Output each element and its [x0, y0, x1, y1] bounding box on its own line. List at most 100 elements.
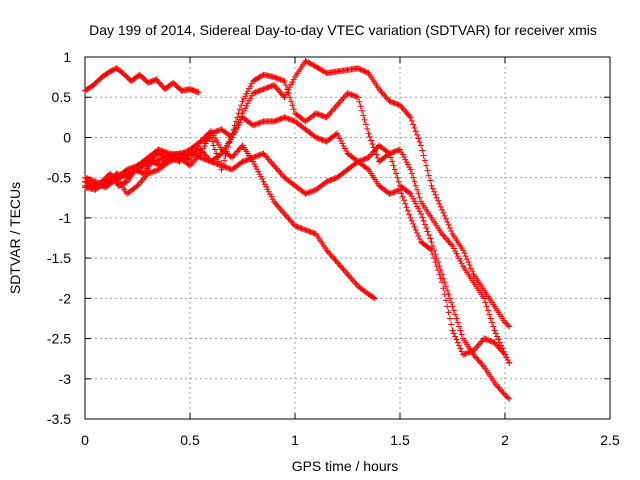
data-point	[313, 110, 319, 117]
data-point	[116, 174, 123, 181]
data-point	[85, 176, 92, 183]
data-point	[209, 159, 216, 166]
data-point	[398, 190, 405, 197]
data-point	[236, 106, 243, 113]
data-point	[456, 323, 463, 330]
data-point	[337, 263, 344, 270]
data-point	[416, 236, 423, 243]
data-point	[458, 348, 465, 355]
data-series	[82, 58, 513, 402]
data-point	[91, 178, 98, 185]
data-point	[253, 166, 260, 173]
data-point	[252, 89, 259, 96]
data-point	[188, 149, 195, 156]
data-point	[117, 174, 124, 181]
data-point	[148, 169, 155, 176]
data-point	[288, 218, 295, 225]
data-point	[274, 203, 281, 210]
data-point	[326, 177, 333, 184]
data-point	[408, 193, 415, 200]
data-point	[248, 155, 255, 162]
data-point	[437, 203, 444, 210]
data-point	[495, 384, 502, 391]
data-point	[113, 176, 120, 183]
data-point	[323, 114, 330, 121]
data-point	[465, 259, 472, 266]
data-point	[431, 188, 438, 195]
data-point	[96, 180, 103, 187]
data-point	[274, 116, 281, 123]
data-point	[244, 100, 251, 107]
data-point	[330, 176, 337, 183]
data-point	[307, 188, 314, 195]
data-point	[234, 114, 241, 121]
data-point	[340, 266, 347, 273]
data-point	[197, 138, 204, 145]
data-point	[429, 251, 436, 258]
data-point	[225, 165, 232, 172]
data-point	[368, 151, 375, 158]
data-point	[494, 342, 501, 349]
data-point	[444, 303, 451, 310]
data-point	[364, 165, 371, 172]
data-point	[150, 168, 157, 175]
data-point	[259, 176, 266, 183]
data-point	[466, 349, 473, 356]
data-point	[235, 110, 242, 117]
data-point	[414, 186, 421, 193]
data-point	[201, 142, 208, 149]
data-point	[92, 178, 99, 185]
data-point	[415, 205, 422, 212]
data-point	[492, 330, 499, 337]
data-point	[303, 58, 310, 65]
data-point	[229, 134, 235, 141]
data-point	[285, 215, 292, 222]
data-point	[337, 97, 344, 104]
data-point	[477, 359, 484, 366]
data-point	[187, 148, 193, 155]
data-point	[239, 158, 246, 165]
data-point	[418, 142, 424, 149]
data-point	[399, 105, 406, 112]
data-point	[404, 161, 411, 168]
data-point	[158, 155, 165, 162]
data-point	[465, 349, 472, 356]
data-point	[200, 137, 207, 144]
data-point	[238, 102, 245, 109]
data-point	[196, 153, 203, 160]
data-point	[458, 260, 465, 267]
data-point	[410, 220, 417, 227]
data-point	[155, 156, 162, 163]
data-point	[436, 200, 443, 207]
data-point	[265, 84, 272, 91]
data-point	[404, 207, 411, 214]
data-point	[442, 215, 449, 222]
data-point	[265, 188, 272, 195]
data-point	[268, 159, 275, 166]
data-point	[330, 254, 337, 261]
data-point	[349, 277, 356, 284]
data-point	[399, 193, 406, 200]
data-point	[431, 255, 438, 262]
data-point	[309, 188, 316, 195]
data-point	[243, 157, 250, 164]
data-point	[407, 190, 414, 197]
data-point	[133, 167, 140, 174]
x-tick-label: 0.5	[180, 432, 200, 448]
data-point	[454, 253, 461, 260]
data-point	[218, 162, 225, 169]
data-point	[276, 168, 283, 175]
data-point	[193, 152, 200, 159]
data-point	[411, 198, 418, 205]
data-point	[242, 157, 249, 164]
data-point	[171, 156, 178, 163]
data-point	[370, 294, 377, 301]
data-point	[307, 60, 314, 67]
data-point	[440, 285, 447, 292]
data-point	[285, 115, 292, 122]
data-point	[437, 275, 444, 282]
data-point	[281, 78, 288, 85]
data-point	[332, 257, 339, 264]
data-point	[487, 315, 494, 322]
data-point	[227, 166, 234, 173]
